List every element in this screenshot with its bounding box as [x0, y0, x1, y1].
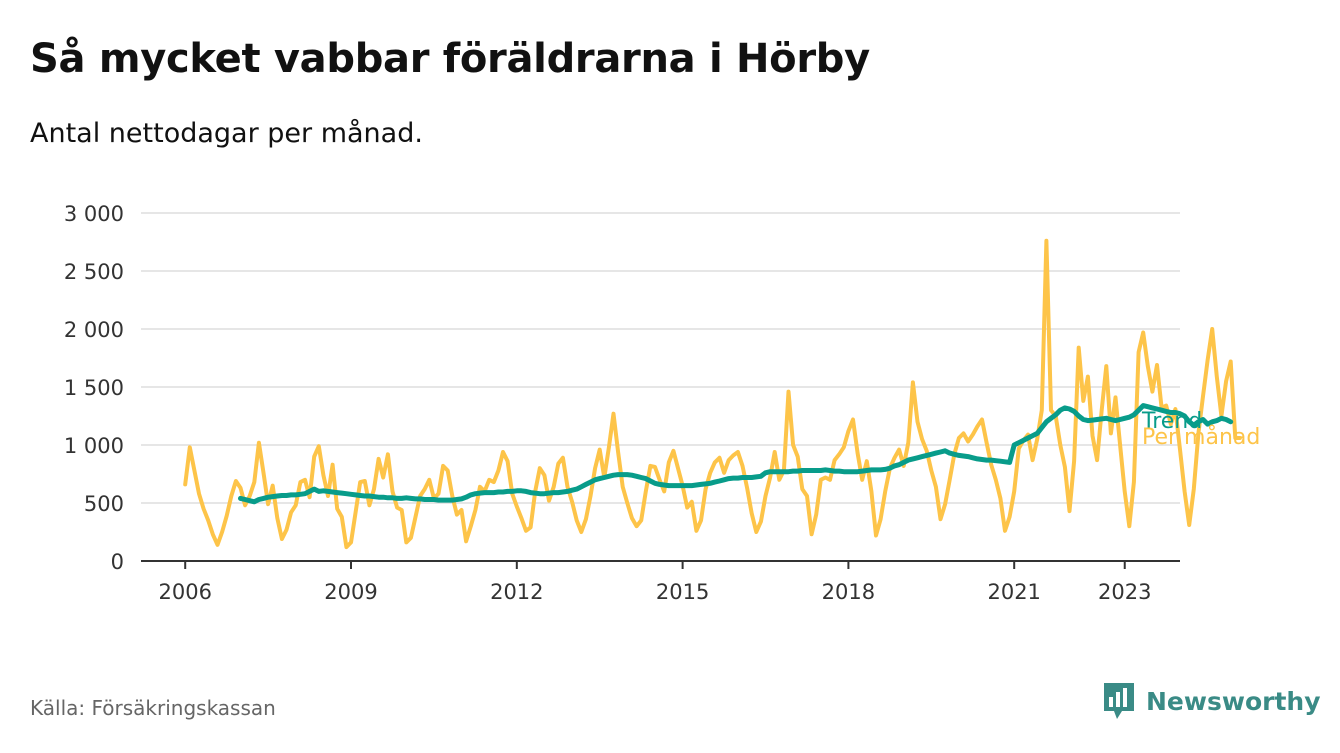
- y-tick-label: 1 500: [64, 376, 124, 400]
- x-tick-label: 2021: [987, 580, 1040, 604]
- y-axis-ticks: 0 500 1 000 1 500 2 000 2 500 3 000: [64, 202, 124, 574]
- series-label-trend: Trend: [1141, 409, 1202, 434]
- series-line-trend: [238, 403, 1234, 505]
- series-label-per-manad: Per månad: [1142, 424, 1260, 450]
- y-tick-label: 0: [111, 550, 124, 574]
- y-tick-label: 500: [84, 492, 124, 516]
- x-tick-label: 2015: [656, 580, 709, 604]
- x-tick-label: 2023: [1098, 580, 1151, 604]
- y-tick-label: 2 500: [64, 260, 124, 284]
- chart-title: Så mycket vabbar föräldrarna i Hörby: [30, 36, 870, 82]
- x-tick-label: 2018: [822, 580, 875, 604]
- chart-subtitle: Antal nettodagar per månad.: [30, 118, 423, 149]
- brand-name: Newsworthy: [1146, 686, 1321, 716]
- y-tick-label: 3 000: [64, 202, 124, 226]
- source-note: Källa: Försäkringskassan: [30, 696, 276, 720]
- x-tick-label: 2006: [158, 580, 211, 604]
- brand-logo: Newsworthy: [1102, 681, 1321, 721]
- y-tick-label: 1 000: [64, 434, 124, 458]
- x-tick-label: 2012: [490, 580, 543, 604]
- x-axis-ticks: 2006 2009 2012 2015 2018 2021 2023: [158, 561, 1151, 604]
- series-line-per-manad: [183, 238, 1242, 550]
- y-gridlines: [141, 212, 1180, 504]
- x-tick-label: 2009: [324, 580, 377, 604]
- y-tick-label: 2 000: [64, 318, 124, 342]
- bar-chart-icon: [1104, 683, 1134, 719]
